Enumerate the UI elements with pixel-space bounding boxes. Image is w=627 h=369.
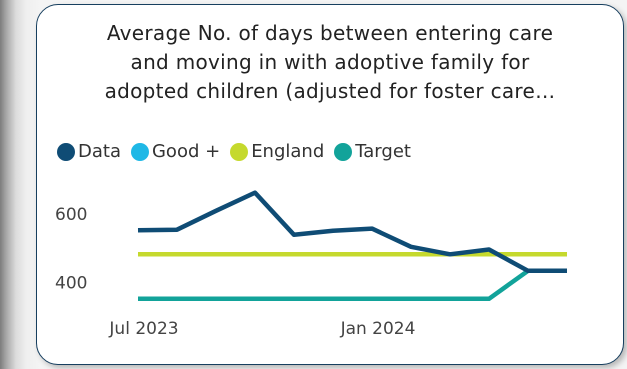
legend-item-good[interactable]: Good + xyxy=(130,141,221,162)
chart-title-line-2: and moving in with adoptive family for xyxy=(130,50,530,74)
chart-title-line-1: Average No. of days between entering car… xyxy=(106,21,554,45)
legend-dot-good xyxy=(130,142,149,161)
chart-title: Average No. of days between entering car… xyxy=(37,19,623,106)
legend-dot-data xyxy=(57,142,75,161)
legend-label-good: Good + xyxy=(151,141,221,162)
legend-label-target: Target xyxy=(355,141,411,162)
legend-item-target[interactable]: Target xyxy=(334,141,411,162)
series-lines xyxy=(137,190,567,302)
y-axis-ticks: 400 600 xyxy=(55,205,87,293)
x-axis-ticks: Jul 2023 Jan 2024 xyxy=(108,319,415,339)
x-tick-label: Jan 2024 xyxy=(340,319,416,339)
legend-label-england: England xyxy=(251,141,325,162)
chart-title-line-3: adopted children (adjusted for foster ca… xyxy=(104,79,556,103)
y-tick-label: 600 xyxy=(55,205,87,225)
legend-dot-england xyxy=(230,142,249,161)
chart-legend: Data Good + England Target xyxy=(57,141,421,162)
legend-label-data: Data xyxy=(78,141,121,162)
legend-dot-target xyxy=(334,142,353,161)
series-line-data[interactable] xyxy=(137,190,567,274)
y-tick-label: 400 xyxy=(55,274,87,294)
plot-area: 400 600 Jul 2023 Jan 2024 xyxy=(55,190,567,339)
chart-card: Average No. of days between entering car… xyxy=(36,4,624,365)
legend-item-data[interactable]: Data xyxy=(57,141,121,162)
x-tick-label: Jul 2023 xyxy=(108,319,178,339)
legend-item-england[interactable]: England xyxy=(230,141,324,162)
series-line-target[interactable] xyxy=(138,268,567,302)
